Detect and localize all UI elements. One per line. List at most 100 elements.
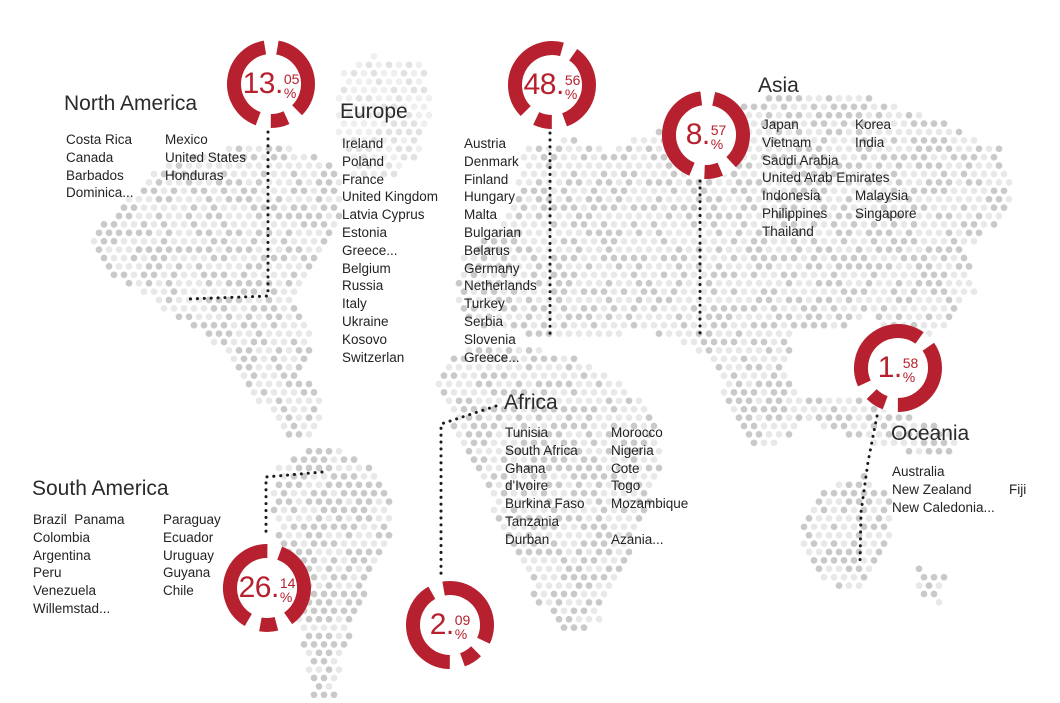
country-column: Ireland Poland France United Kingdom Lat… — [342, 135, 438, 366]
country-item: Fiji — [1009, 481, 1027, 497]
country-item: Mozambique — [611, 496, 689, 512]
country-column: Tunisia South Africa Ghana d'Ivoire Burk… — [505, 424, 585, 549]
donut-chart-south-america: 26. 14% — [217, 538, 317, 638]
region-title-north-america: North America — [64, 92, 198, 115]
country-item: Costa Rica — [66, 132, 133, 147]
country-item: United Kingdom — [342, 189, 439, 205]
country-item: Willemstad... — [33, 600, 111, 616]
decimal-point: . — [270, 571, 279, 604]
country-item: United Arab Emirates — [762, 170, 890, 186]
country-item: Estonia — [342, 224, 388, 240]
country-item: Italy — [342, 296, 367, 312]
country-column: Austria Denmark Finland Hungary Malta Bu… — [464, 135, 537, 366]
country-item: Mexico — [165, 132, 208, 147]
country-item: Greece... — [464, 349, 520, 365]
percent-sign: % — [902, 368, 916, 385]
country-item: Kosovo — [342, 331, 388, 347]
country-item: Bulgarian — [464, 224, 522, 240]
leader-line-south-america — [264, 470, 324, 539]
country-item — [1009, 463, 1026, 481]
country-item: Honduras — [165, 167, 224, 183]
region-title-south-america: South America — [32, 477, 169, 500]
country-item: Korea — [855, 117, 892, 132]
country-item: Azania... — [611, 531, 664, 547]
country-column: Korea India Malaysia Singapore — [855, 116, 917, 223]
country-column: Japan Vietnam Saudi Arabia United Arab E… — [762, 116, 890, 241]
country-item — [611, 513, 688, 531]
country-item: Russia — [342, 278, 384, 294]
percent-decimals: 14 — [279, 574, 296, 591]
donut-value-oceania: 1. 58% — [848, 318, 948, 418]
percent-integer: 48 — [523, 68, 557, 101]
country-item: Greece... — [342, 242, 398, 258]
country-column: Paraguay Ecuador Uruguay Guyana Chile — [163, 511, 221, 600]
country-item: Togo — [611, 478, 641, 494]
country-item: Japan — [762, 117, 799, 132]
donut-value-asia: 8. 57% — [656, 85, 756, 185]
country-item: Morocco — [611, 425, 663, 440]
region-title-oceania: Oceania — [891, 422, 970, 445]
country-item — [1009, 499, 1026, 517]
donut-ring — [406, 581, 494, 669]
country-item: Canada — [66, 149, 114, 165]
country-item: Ghana — [505, 460, 546, 476]
percent-sign: % — [279, 588, 293, 605]
percent-decimals: 05 — [283, 70, 300, 87]
percent-sign: % — [454, 625, 468, 642]
country-item: Switzerlan — [342, 349, 405, 365]
donut-chart-europe: 48. 56% — [502, 35, 602, 135]
country-item: Tanzania — [505, 513, 560, 529]
leader-lines — [186, 130, 879, 576]
country-item — [855, 152, 917, 170]
country-item: Latvia Cyprus — [342, 207, 425, 223]
country-item: Tunisia — [505, 425, 549, 440]
country-item: Barbados — [66, 167, 124, 183]
country-item: New Zealand — [892, 481, 972, 497]
country-item: Germany — [464, 260, 520, 276]
decimal-point: . — [555, 68, 564, 101]
donut-ring — [662, 91, 750, 179]
country-item: Durban — [505, 531, 550, 547]
percent-integer: 8 — [685, 118, 703, 151]
donut-chart-africa: 2. 09% — [400, 575, 500, 675]
country-item: Uruguay — [163, 547, 215, 563]
donut-value-south-america: 26. 14% — [217, 538, 317, 638]
country-item: Cote — [611, 460, 640, 476]
country-column: Brazil Panama Colombia Argentina Peru Ve… — [33, 511, 125, 618]
donut-chart-oceania: 1. 58% — [848, 318, 948, 418]
donut-value-africa: 2. 09% — [400, 575, 500, 675]
country-item: Vietnam — [762, 134, 812, 150]
country-item: Poland — [342, 153, 385, 169]
country-item: Netherlands — [464, 278, 537, 294]
country-item: South Africa — [505, 442, 578, 458]
donut-value-north-america: 13. 05% — [221, 34, 321, 134]
country-item: d'Ivoire — [505, 478, 549, 494]
percent-decimals: 57 — [710, 121, 727, 138]
percent-sign: % — [283, 84, 297, 101]
decimal-point: . — [445, 608, 454, 641]
decimal-point: . — [274, 67, 283, 100]
country-item: Colombia — [33, 529, 91, 545]
country-item: France — [342, 171, 385, 187]
country-item: Nigeria — [611, 442, 654, 458]
country-column: Morocco Nigeria Cote Togo Mozambique Aza… — [611, 424, 688, 549]
donut-ring — [508, 41, 596, 129]
country-item: Thailand — [762, 223, 814, 239]
percent-decimals: 58 — [902, 354, 919, 371]
country-item: Brazil Panama — [33, 512, 125, 527]
percent-sign: % — [710, 135, 724, 152]
country-item: Ecuador — [163, 529, 214, 545]
country-item: Finland — [464, 171, 509, 187]
decimal-point: . — [701, 118, 710, 151]
percent-sign: % — [564, 85, 578, 102]
leader-line-oceania — [858, 414, 879, 564]
donut-ring — [227, 40, 315, 128]
leader-line-africa — [439, 404, 498, 576]
country-item: Belgium — [342, 260, 391, 276]
donut-ring — [223, 544, 311, 632]
country-item: New Caledonia... — [892, 499, 995, 515]
donut-ring — [854, 324, 942, 412]
country-item: Ukraine — [342, 313, 389, 329]
country-item: United States — [165, 149, 247, 165]
